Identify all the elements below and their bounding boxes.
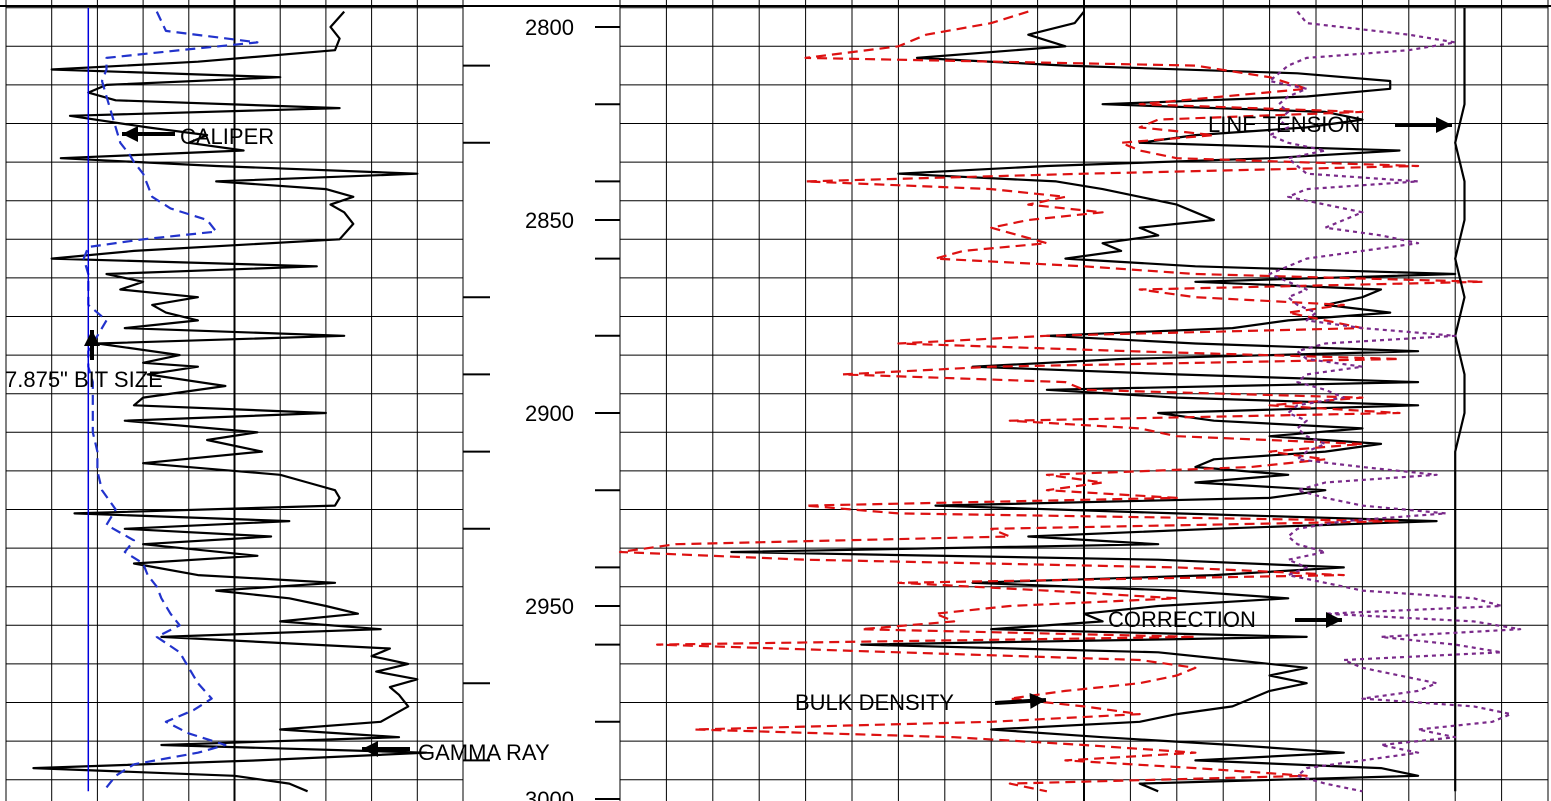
- depth-track: 2800 2850 2900 2950 3000: [463, 15, 620, 801]
- series-gamma-ray: [32, 10, 428, 793]
- depth-tick-label: 2800: [525, 15, 574, 40]
- line-tension-label: LINE TENSION: [1208, 112, 1360, 137]
- bit-size-arrow-icon-head: [84, 330, 100, 346]
- series-bulk-density-correction: [618, 10, 1485, 793]
- series-bulk-density: [730, 10, 1457, 793]
- arrow-layer: [84, 117, 1452, 757]
- gamma-ray-label: GAMMA RAY: [418, 740, 550, 765]
- series-line-tension: [1454, 7, 1466, 792]
- annotation-layer: CALIPER 7.875" BIT SIZE GAMMA RAY LINE T…: [5, 112, 1360, 765]
- caliper-label: CALIPER: [180, 124, 274, 149]
- gamma-ray-arrow-icon-head: [362, 741, 378, 757]
- line-tension-arrow-icon-head: [1436, 117, 1452, 133]
- depth-tick-label: 2950: [525, 594, 574, 619]
- depth-tick-label: 2850: [525, 208, 574, 233]
- correction-arrow-icon-head: [1326, 612, 1342, 628]
- series-correction: [1268, 10, 1522, 793]
- caliper-arrow-icon-head: [122, 126, 138, 142]
- depth-tick-label: 3000: [525, 787, 574, 801]
- series-caliper: [82, 11, 259, 789]
- bulk-density-arrow-icon-head: [1029, 693, 1046, 709]
- bulk-density-label: BULK DENSITY: [795, 690, 954, 715]
- bit-size-label: 7.875" BIT SIZE: [5, 367, 163, 392]
- correction-label: CORRECTION: [1108, 607, 1256, 632]
- depth-tick-label: 2900: [525, 401, 574, 426]
- series-layer: [32, 7, 1522, 793]
